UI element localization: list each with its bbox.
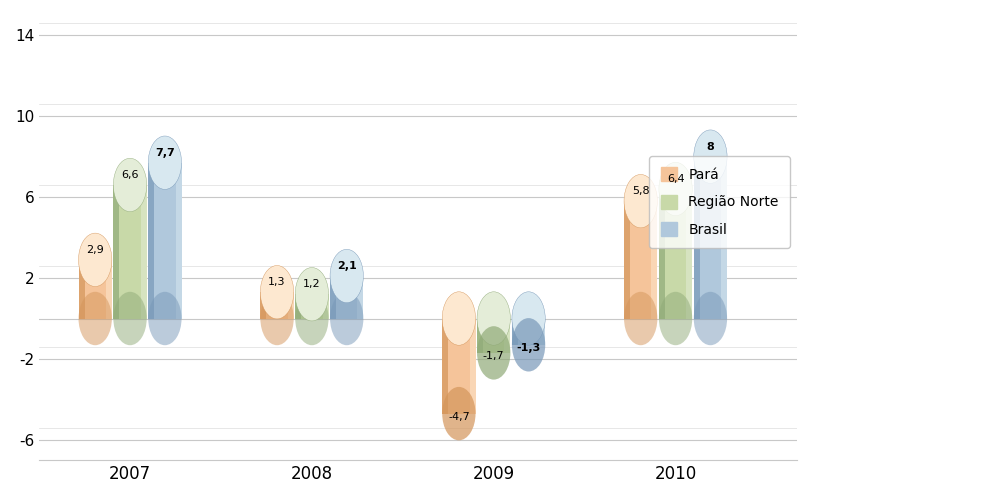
- Ellipse shape: [260, 292, 294, 345]
- Ellipse shape: [295, 292, 329, 345]
- Bar: [694, 157, 700, 319]
- Ellipse shape: [694, 292, 727, 345]
- Bar: [330, 276, 363, 319]
- Text: -1,3: -1,3: [517, 343, 541, 353]
- Bar: [106, 260, 112, 319]
- Text: 2,9: 2,9: [86, 245, 104, 255]
- Bar: [443, 319, 448, 414]
- Ellipse shape: [477, 292, 511, 345]
- Ellipse shape: [443, 292, 475, 345]
- Bar: [141, 185, 147, 319]
- Bar: [651, 201, 657, 319]
- Text: 1,2: 1,2: [303, 279, 321, 289]
- Bar: [477, 319, 483, 353]
- Ellipse shape: [114, 292, 147, 345]
- Bar: [659, 189, 665, 319]
- Bar: [512, 319, 518, 345]
- Bar: [686, 189, 692, 319]
- Bar: [624, 201, 657, 319]
- Bar: [624, 201, 630, 319]
- Ellipse shape: [148, 136, 181, 189]
- Text: -1,7: -1,7: [483, 351, 505, 361]
- Text: 7,7: 7,7: [155, 147, 175, 158]
- Bar: [659, 189, 692, 319]
- Ellipse shape: [78, 292, 112, 345]
- Bar: [114, 185, 147, 319]
- Bar: [323, 294, 329, 319]
- Text: 5,8: 5,8: [632, 186, 649, 196]
- Text: 2,1: 2,1: [337, 261, 356, 271]
- Ellipse shape: [295, 267, 329, 321]
- Bar: [78, 260, 112, 319]
- Bar: [540, 319, 545, 345]
- Ellipse shape: [330, 292, 363, 345]
- Ellipse shape: [443, 387, 475, 440]
- Ellipse shape: [78, 233, 112, 286]
- Ellipse shape: [624, 292, 657, 345]
- Ellipse shape: [148, 292, 181, 345]
- Ellipse shape: [477, 326, 511, 379]
- Text: 1,3: 1,3: [268, 277, 286, 287]
- Bar: [357, 276, 363, 319]
- Ellipse shape: [659, 292, 692, 345]
- Bar: [260, 292, 294, 319]
- Bar: [148, 163, 181, 319]
- Bar: [295, 294, 329, 319]
- Bar: [504, 319, 511, 353]
- Bar: [288, 292, 294, 319]
- Ellipse shape: [659, 162, 692, 216]
- Bar: [330, 276, 336, 319]
- Bar: [148, 163, 154, 319]
- Ellipse shape: [694, 130, 727, 183]
- Ellipse shape: [512, 318, 545, 372]
- Bar: [477, 319, 511, 353]
- Bar: [721, 157, 727, 319]
- Bar: [512, 319, 545, 345]
- Ellipse shape: [624, 174, 657, 228]
- Bar: [469, 319, 475, 414]
- Legend: Pará, Região Norte, Brasil: Pará, Região Norte, Brasil: [649, 156, 790, 248]
- Bar: [694, 157, 727, 319]
- Bar: [295, 294, 301, 319]
- Bar: [78, 260, 84, 319]
- Bar: [175, 163, 181, 319]
- Text: -4,7: -4,7: [448, 412, 469, 422]
- Ellipse shape: [512, 292, 545, 345]
- Bar: [443, 319, 475, 414]
- Text: 6,4: 6,4: [666, 174, 684, 184]
- Text: 8: 8: [707, 141, 715, 151]
- Ellipse shape: [260, 265, 294, 319]
- Text: 6,6: 6,6: [122, 170, 139, 180]
- Ellipse shape: [114, 158, 147, 212]
- Bar: [114, 185, 120, 319]
- Bar: [260, 292, 266, 319]
- Ellipse shape: [330, 249, 363, 303]
